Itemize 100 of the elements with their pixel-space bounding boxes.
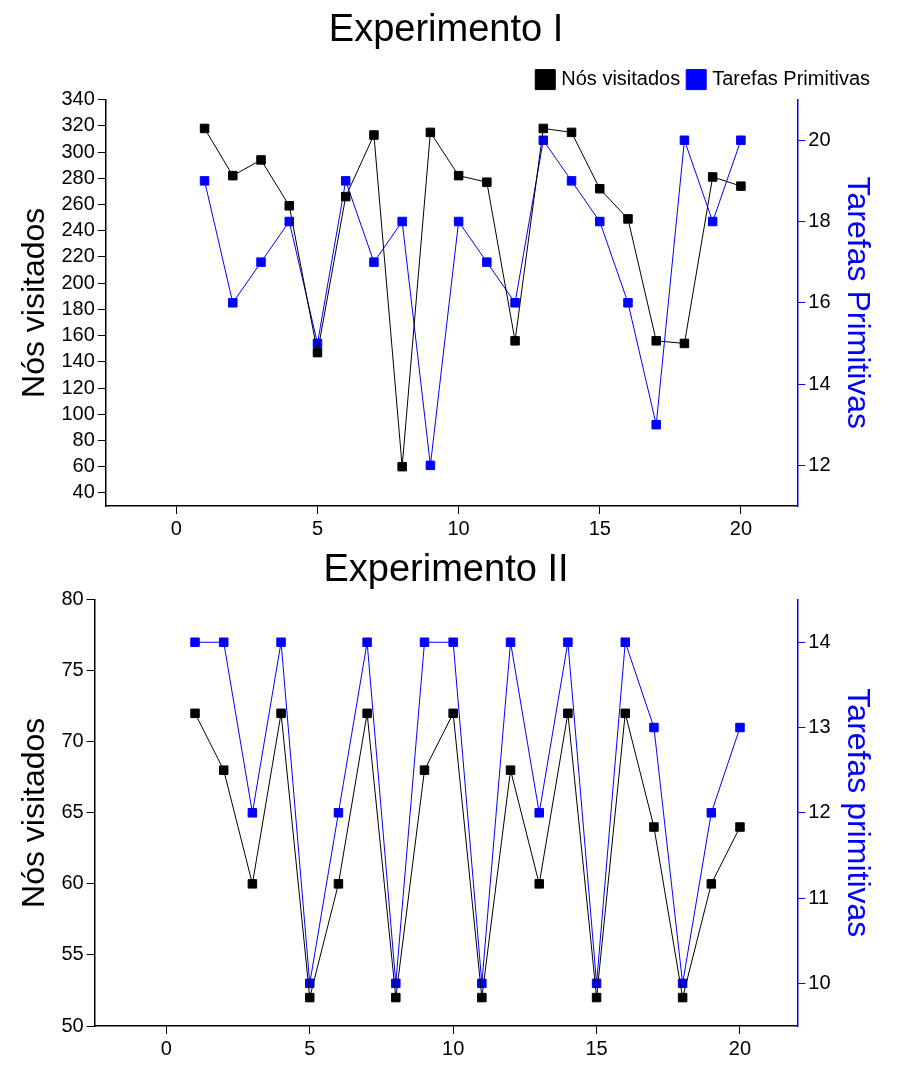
point	[620, 637, 631, 647]
point	[276, 637, 286, 647]
point	[199, 176, 210, 186]
point	[482, 177, 492, 187]
point	[595, 184, 605, 194]
y2-tick-label: 20	[808, 127, 831, 150]
point	[736, 135, 746, 145]
point	[505, 637, 516, 647]
y-tick-label: 40	[72, 480, 95, 503]
x-tick-label: 20	[729, 516, 753, 539]
chart-title: Experimento II	[323, 547, 569, 590]
point	[510, 298, 520, 308]
legend-label: Nós visitados	[561, 67, 681, 90]
y-tick-label: 340	[61, 87, 95, 110]
point	[419, 765, 430, 775]
point	[538, 123, 549, 134]
point	[391, 992, 401, 1003]
point	[707, 172, 718, 182]
x-tick-label: 20	[728, 1036, 752, 1059]
point	[284, 201, 294, 211]
x-tick-label: 10	[447, 516, 470, 539]
point	[735, 822, 745, 832]
y-tick-label: 60	[72, 454, 95, 477]
point	[534, 879, 544, 889]
point	[482, 257, 492, 267]
y-tick-label: 100	[61, 401, 95, 424]
point	[419, 637, 430, 647]
point	[397, 461, 407, 472]
point	[340, 176, 351, 186]
y2-tick-label: 12	[808, 452, 831, 475]
point	[735, 722, 745, 733]
y2-tick-label: 18	[808, 209, 831, 232]
y-tick-label: 55	[61, 942, 84, 965]
y-tick-label: 80	[61, 587, 84, 610]
point	[362, 708, 372, 719]
point	[228, 170, 238, 181]
y2-axis-title: Tarefas Primitivas	[840, 176, 877, 430]
point	[448, 708, 458, 719]
y-tick-label: 50	[61, 1013, 84, 1036]
point	[425, 127, 436, 138]
point	[623, 214, 633, 224]
y-tick-label: 120	[61, 375, 95, 398]
y-tick-label: 70	[61, 729, 84, 752]
point	[256, 155, 266, 165]
y-tick-label: 300	[61, 139, 95, 162]
point	[362, 637, 372, 647]
y-tick-label: 240	[61, 218, 95, 241]
point	[190, 637, 200, 647]
y2-tick-label: 14	[808, 629, 831, 652]
point	[505, 765, 516, 775]
point	[677, 992, 688, 1003]
point	[247, 808, 258, 818]
y2-tick-label: 12	[808, 800, 831, 823]
point	[679, 135, 690, 145]
point	[218, 765, 229, 775]
point	[595, 216, 605, 227]
point	[312, 347, 323, 358]
x-tick-label: 15	[585, 1036, 608, 1059]
y-axis-title: Nós visitados	[15, 207, 52, 398]
point	[707, 216, 718, 227]
y2-tick-label: 11	[808, 885, 830, 908]
y2-tick-label: 10	[808, 970, 831, 993]
y-tick-label: 280	[61, 165, 95, 188]
x-tick-label: 5	[311, 516, 324, 539]
y2-tick-label: 14	[808, 371, 831, 394]
point	[706, 879, 717, 889]
y-tick-label: 65	[61, 800, 84, 823]
point	[425, 460, 436, 471]
y2-tick-label: 16	[808, 290, 831, 313]
point	[623, 298, 633, 308]
y-axis-title: Nós visitados	[15, 717, 52, 908]
point	[651, 419, 661, 430]
y-tick-label: 80	[72, 427, 95, 450]
x-tick-label: 0	[160, 1036, 172, 1059]
point	[566, 127, 577, 138]
point	[649, 822, 659, 832]
point	[340, 191, 351, 202]
x-tick-label: 15	[588, 516, 611, 539]
point	[649, 722, 659, 733]
point	[510, 336, 520, 346]
legend-label: Tarefas Primitivas	[712, 67, 870, 90]
point	[369, 257, 379, 267]
y-tick-label: 220	[61, 244, 95, 267]
point	[563, 708, 573, 719]
point	[199, 123, 210, 134]
y2-tick-label: 13	[808, 715, 831, 738]
point	[333, 879, 344, 889]
point	[453, 216, 464, 227]
y-tick-label: 180	[61, 296, 95, 319]
point	[620, 708, 631, 719]
x-tick-label: 0	[170, 516, 182, 539]
point	[397, 216, 407, 227]
point	[651, 336, 661, 346]
point	[305, 992, 315, 1003]
y-tick-label: 60	[61, 871, 84, 894]
point	[247, 879, 258, 889]
y2-axis-title: Tarefas primitivas	[840, 688, 877, 938]
point	[563, 637, 573, 647]
x-tick-label: 5	[304, 1036, 316, 1059]
point	[256, 257, 266, 267]
